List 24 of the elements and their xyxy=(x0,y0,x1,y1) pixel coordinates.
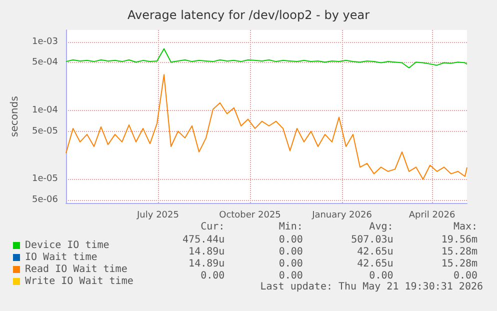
y-tick-label: 5e-05 xyxy=(32,126,58,136)
text: 14.89u 0.00 42.65u 15.28m xyxy=(188,258,478,270)
y-tick-label: 1e-04 xyxy=(32,106,58,116)
line-series xyxy=(66,48,468,68)
x-tick-label: July 2025 xyxy=(136,210,179,220)
legend-label: IO Wait time xyxy=(25,252,98,263)
y-tick-label: 1e-03 xyxy=(32,37,58,48)
y-tick-label: 5e-06 xyxy=(32,194,58,205)
text: Cur: Min: Avg: Max: xyxy=(200,222,478,232)
text: 475.44u 0.00 507.03u 19.56m xyxy=(182,234,478,246)
x-tick-label: October 2025 xyxy=(219,210,281,220)
text: 14.89u 0.00 42.65u 15.28m xyxy=(188,246,478,258)
y-tick-label: 1e-05 xyxy=(32,174,58,184)
text: Last update: Thu May 21 19:30:31 2026 xyxy=(260,282,484,292)
chart-title: Average latency for /dev/loop2 - by year xyxy=(127,8,370,22)
line-series xyxy=(66,74,468,180)
legend-label: Read IO Wait time xyxy=(25,264,128,275)
legend-label: Write IO Wait time xyxy=(25,276,134,287)
x-tick-label: January 2026 xyxy=(311,210,372,220)
x-tick-label: April 2026 xyxy=(408,210,456,220)
y-axis-title: seconds xyxy=(10,96,20,137)
y-tick-label: 5e-04 xyxy=(32,58,58,68)
legend-label: Device IO time xyxy=(25,240,110,251)
text: 0.00 0.00 0.00 0.00 xyxy=(200,270,478,282)
